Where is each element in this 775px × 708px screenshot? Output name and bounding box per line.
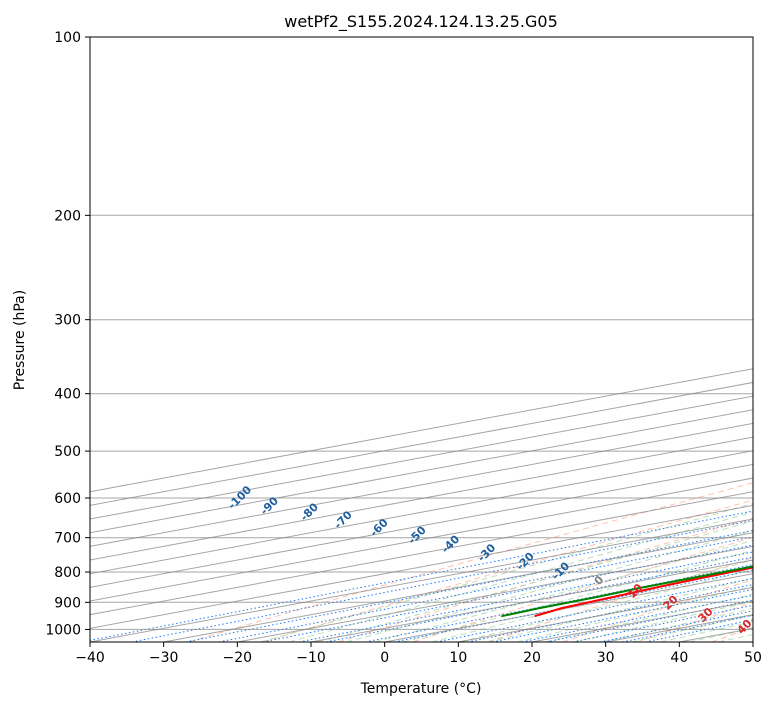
y-tick-label: 900 — [54, 595, 81, 611]
x-tick-label: 50 — [744, 650, 762, 666]
moist-adiabat-line — [346, 529, 753, 642]
x-tick-label: −30 — [149, 650, 179, 666]
grid-lines — [90, 37, 753, 642]
isotherm-gridline — [90, 518, 753, 642]
y-tick-label: 100 — [54, 30, 81, 46]
moist-adiabat-line — [260, 503, 753, 642]
x-tick-label: −40 — [75, 650, 105, 666]
dry-adiabat-line — [562, 578, 753, 642]
x-axis-label: Temperature (°C) — [360, 681, 482, 697]
dry-adiabat-line — [412, 536, 753, 642]
x-tick-label: 10 — [449, 650, 467, 666]
x-axis-ticks: −40 −30 −20 −10 0 10 20 30 40 50 — [75, 642, 762, 666]
x-tick-label: −20 — [223, 650, 253, 666]
mixing-ratio-line — [326, 556, 753, 642]
y-tick-label: 600 — [54, 491, 81, 507]
isotherm-gridline — [90, 477, 753, 602]
y-tick-label: 1000 — [45, 622, 81, 638]
x-tick-label: 40 — [670, 650, 688, 666]
x-tick-label: 0 — [380, 650, 389, 666]
isotherm-gridline — [90, 504, 753, 629]
mixing-ratio-line — [262, 544, 753, 642]
y-tick-label: 800 — [54, 565, 81, 581]
isotherm-gridline — [90, 491, 753, 616]
moist-adiabat-line — [516, 585, 753, 642]
y-axis-ticks: 1000 900 800 700 600 500 400 300 200 100 — [45, 30, 90, 638]
moist-adiabat-line — [487, 577, 753, 642]
isotherm-gridline — [90, 450, 753, 575]
mixing-ratio-line — [365, 564, 753, 642]
y-tick-label: 200 — [54, 208, 81, 224]
y-tick-label: 500 — [54, 444, 81, 460]
y-tick-label: 400 — [54, 387, 81, 403]
plot-frame — [89, 36, 754, 643]
isotherm-gridline — [90, 463, 753, 588]
isotherm-gridline — [90, 422, 753, 547]
moist-adiabat-line — [374, 539, 753, 642]
mixing-ratio-line — [299, 551, 753, 642]
chart-title: wetPf2_S155.2024.124.13.25.G05 — [284, 12, 558, 32]
x-tick-label: 20 — [523, 650, 541, 666]
y-tick-label: 300 — [54, 313, 81, 329]
mixing-ratio-line — [622, 614, 753, 642]
y-axis-label: Pressure (hPa) — [12, 290, 28, 390]
x-tick-label: 30 — [597, 650, 615, 666]
y-tick-label: 700 — [54, 531, 81, 547]
dry-adiabat-label: 40 — [735, 617, 755, 637]
mixing-ratio-line — [218, 536, 753, 642]
isotherm-gridline — [90, 436, 753, 561]
x-tick-label: −10 — [296, 650, 326, 666]
isotherm-gridline — [163, 532, 753, 642]
